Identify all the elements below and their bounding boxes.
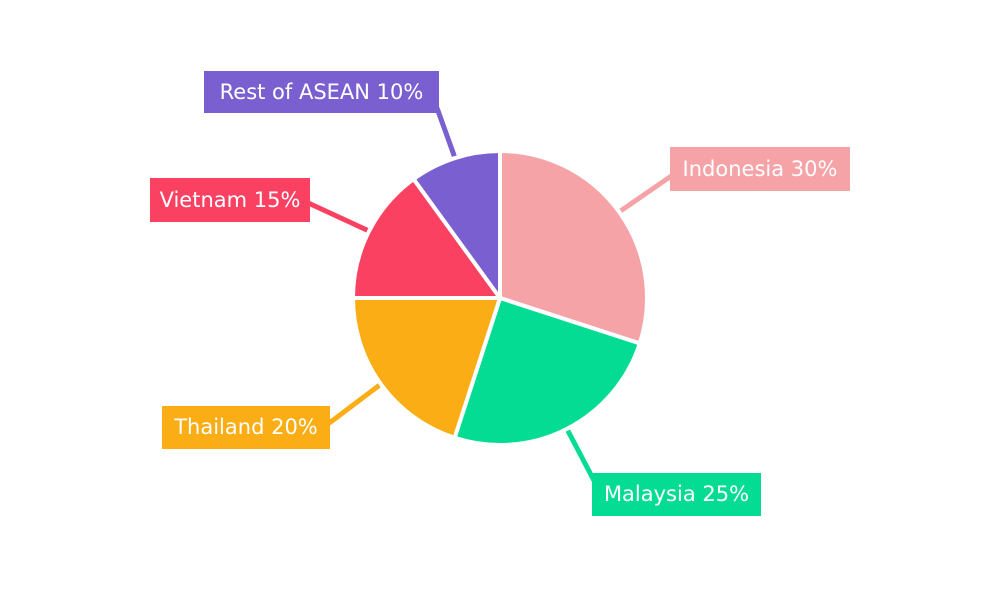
pie-slice-thailand[interactable] (351, 296, 502, 440)
leader-line-vietnam (302, 198, 371, 234)
pie-slice-malaysia[interactable] (452, 296, 642, 447)
leader-line-thailand (322, 382, 383, 429)
slice-label-malaysia[interactable]: Malaysia 25% (592, 473, 761, 516)
leader-line-rest-of-asean (434, 107, 458, 159)
slice-label-text: Thailand 20% (174, 415, 318, 439)
leader-line-indonesia (617, 167, 682, 215)
slice-label-vietnam[interactable]: Vietnam 15% (150, 178, 310, 222)
slice-label-thailand[interactable]: Thailand 20% (162, 406, 330, 449)
slice-label-text: Indonesia 30% (682, 156, 838, 181)
slice-label-rest-of-asean[interactable]: Rest of ASEAN 10% (204, 71, 439, 113)
pie-slice-indonesia[interactable] (498, 149, 649, 346)
slice-label-indonesia[interactable]: Indonesia 30% (670, 147, 850, 191)
pie-slice-rest-of-asean[interactable] (411, 149, 502, 300)
slice-label-text: Rest of ASEAN 10% (219, 79, 424, 104)
pie-slice-vietnam[interactable] (351, 177, 502, 300)
slice-label-text: Malaysia 25% (603, 482, 750, 506)
slice-label-text: Vietnam 15% (159, 187, 301, 212)
